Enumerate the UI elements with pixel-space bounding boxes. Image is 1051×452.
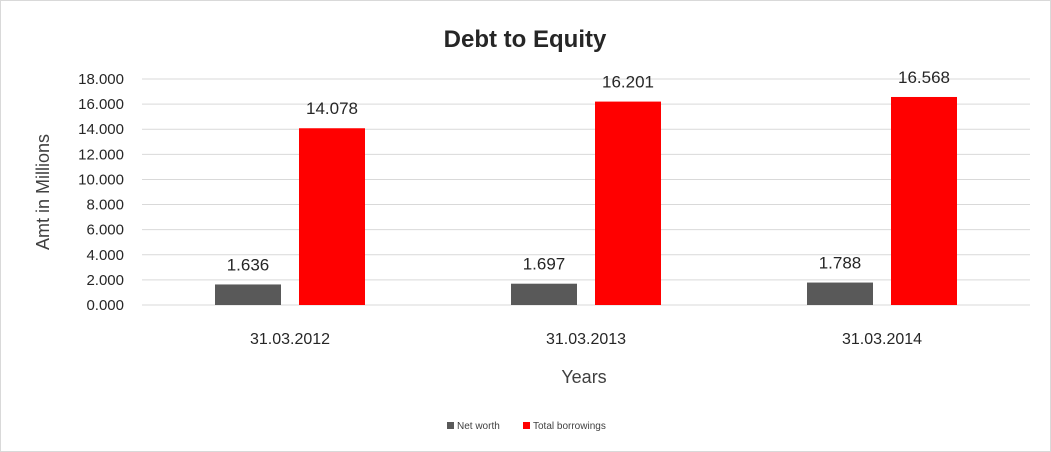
bar-net-worth bbox=[215, 284, 281, 305]
legend: Net worth Total borrowings bbox=[447, 421, 606, 432]
y-tick-label: 0.000 bbox=[86, 297, 124, 314]
y-tick-label: 14.000 bbox=[78, 121, 124, 138]
bar-net-worth bbox=[807, 282, 873, 305]
data-label: 1.788 bbox=[819, 254, 862, 273]
y-tick-label: 2.000 bbox=[86, 272, 124, 289]
x-axis-categories: 31.03.2012 31.03.2013 31.03.2014 bbox=[250, 331, 922, 348]
x-category-label: 31.03.2012 bbox=[250, 331, 330, 348]
legend-label-total-borrowings: Total borrowings bbox=[533, 421, 606, 432]
gridlines bbox=[142, 78, 1030, 306]
y-tick-label: 8.000 bbox=[86, 197, 124, 214]
y-axis-ticks: 0.000 2.000 4.000 6.000 8.000 10.000 12.000 14.… bbox=[78, 71, 124, 314]
bar-total-borrowings bbox=[299, 128, 365, 305]
data-label: 16.568 bbox=[898, 68, 950, 87]
bars bbox=[215, 96, 957, 305]
data-labels: 1.636 14.078 1.697 16.201 1.788 16.568 bbox=[227, 68, 950, 274]
data-label: 14.078 bbox=[306, 99, 358, 118]
x-axis-title: Years bbox=[561, 367, 606, 387]
chart-title: Debt to Equity bbox=[444, 26, 607, 53]
bar-total-borrowings bbox=[595, 101, 661, 305]
y-tick-label: 4.000 bbox=[86, 247, 124, 264]
y-tick-label: 10.000 bbox=[78, 171, 124, 188]
bar-total-borrowings bbox=[891, 96, 957, 305]
y-tick-label: 6.000 bbox=[86, 222, 124, 239]
y-tick-label: 18.000 bbox=[78, 71, 124, 88]
bar-net-worth bbox=[511, 283, 577, 305]
x-category-label: 31.03.2013 bbox=[546, 331, 626, 348]
y-axis-title: Amt in Millions bbox=[33, 134, 53, 250]
y-tick-label: 16.000 bbox=[78, 96, 124, 113]
legend-swatch-total-borrowings bbox=[523, 422, 530, 429]
data-label: 1.697 bbox=[523, 255, 566, 274]
y-tick-label: 12.000 bbox=[78, 146, 124, 163]
legend-swatch-net-worth bbox=[447, 422, 454, 429]
data-label: 16.201 bbox=[602, 73, 654, 92]
legend-label-net-worth: Net worth bbox=[457, 421, 500, 432]
data-label: 1.636 bbox=[227, 255, 270, 274]
x-category-label: 31.03.2014 bbox=[842, 331, 922, 348]
